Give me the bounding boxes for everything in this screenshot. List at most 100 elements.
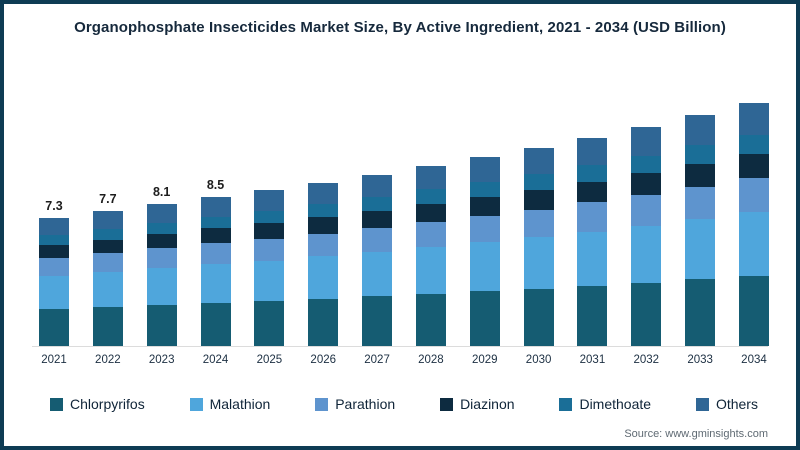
bar-value-label: 7.3 bbox=[45, 199, 63, 213]
source-attribution: Source: www.gminsights.com bbox=[624, 428, 768, 440]
bar-segment-parathion bbox=[200, 243, 231, 265]
legend-swatch-icon bbox=[559, 397, 573, 411]
bar-segment-others bbox=[146, 204, 177, 223]
bar-segment-chlorpyrifos bbox=[469, 291, 500, 346]
x-axis-label-2027: 2027 bbox=[364, 354, 390, 366]
legend-label: Malathion bbox=[209, 396, 271, 412]
legend-item-others: Others bbox=[695, 396, 758, 412]
bar-value-label: 7.7 bbox=[99, 192, 117, 206]
x-axis-label-2032: 2032 bbox=[633, 354, 660, 366]
x-axis-label-2029: 2029 bbox=[471, 354, 498, 366]
x-axis-label-2025: 2025 bbox=[256, 354, 283, 366]
bar-segment-parathion bbox=[362, 227, 393, 252]
bar-segment-dimethoate bbox=[200, 216, 231, 229]
bar-segment-parathion bbox=[39, 257, 69, 276]
bar-2030 bbox=[523, 86, 554, 346]
bar-2026 bbox=[308, 86, 339, 346]
legend-swatch-icon bbox=[695, 397, 709, 411]
x-axis-label-2033: 2033 bbox=[687, 354, 713, 366]
legend-swatch-icon bbox=[189, 397, 203, 411]
bar-segment-dimethoate bbox=[39, 234, 69, 245]
bar-2031 bbox=[577, 86, 608, 346]
x-axis-label-2034: 2034 bbox=[741, 354, 767, 366]
bar-segment-dimethoate bbox=[146, 222, 177, 235]
bar-2023: 8.1 bbox=[146, 86, 177, 346]
bar-segment-parathion bbox=[254, 238, 285, 261]
bar-segment-dimethoate bbox=[685, 144, 716, 164]
bar-segment-chlorpyrifos bbox=[523, 288, 554, 346]
bar-segment-chlorpyrifos bbox=[92, 307, 123, 346]
bar-segment-diazinon bbox=[738, 153, 769, 179]
bar-2028 bbox=[415, 86, 446, 346]
bar-segment-diazinon bbox=[308, 217, 339, 234]
bar-segment-diazinon bbox=[469, 196, 500, 216]
bar-segment-diazinon bbox=[39, 244, 69, 258]
bar-segment-chlorpyrifos bbox=[200, 302, 231, 346]
bar-segment-dimethoate bbox=[469, 181, 500, 197]
bar-2034 bbox=[738, 86, 769, 346]
bar-segment-dimethoate bbox=[308, 204, 339, 218]
bar-segment-others bbox=[738, 102, 769, 135]
bar-segment-malathion bbox=[577, 231, 608, 286]
bar-segment-dimethoate bbox=[362, 196, 393, 211]
bar-2025 bbox=[254, 86, 285, 346]
bar-segment-parathion bbox=[92, 253, 123, 272]
bar-segment-diazinon bbox=[362, 210, 393, 228]
bar-segment-dimethoate bbox=[415, 189, 446, 204]
bar-value-label: 8.5 bbox=[206, 178, 225, 192]
bar-2033 bbox=[685, 86, 716, 346]
bar-segment-diazinon bbox=[92, 239, 123, 254]
legend-swatch-icon bbox=[315, 397, 329, 411]
bar-segment-parathion bbox=[631, 195, 662, 226]
bar-segment-malathion bbox=[469, 242, 500, 292]
legend-swatch-icon bbox=[440, 397, 454, 411]
bar-segment-dimethoate bbox=[738, 134, 769, 154]
bar-segment-chlorpyrifos bbox=[738, 275, 769, 346]
bar-segment-malathion bbox=[39, 275, 69, 309]
chart-title: Organophosphate Insecticides Market Size… bbox=[74, 19, 726, 36]
legend-label: Parathion bbox=[335, 396, 396, 412]
bar-segment-chlorpyrifos bbox=[254, 300, 285, 346]
bar-segment-parathion bbox=[738, 178, 769, 213]
bar-segment-others bbox=[469, 157, 500, 182]
x-axis-labels: 2021 2022 2023 2024 2025 2026 2027 2028 2029 2030… bbox=[39, 354, 769, 366]
legend-item-dimethoate: Dimethoate bbox=[559, 396, 651, 412]
bar-segment-chlorpyrifos bbox=[39, 308, 69, 346]
x-axis-label-2026: 2026 bbox=[310, 354, 337, 366]
bar-segment-others bbox=[92, 211, 123, 229]
x-axis-label-2031: 2031 bbox=[579, 354, 606, 366]
bar-segment-malathion bbox=[254, 260, 285, 301]
bar-segment-dimethoate bbox=[92, 228, 123, 240]
legend-label: Chlorpyrifos bbox=[70, 396, 145, 412]
bar-segment-diazinon bbox=[415, 203, 446, 222]
bar-segment-diazinon bbox=[631, 173, 662, 196]
bar-segment-dimethoate bbox=[631, 155, 662, 174]
x-axis-label-2022: 2022 bbox=[95, 354, 121, 366]
bar-segment-others bbox=[685, 114, 716, 145]
bar-segment-parathion bbox=[685, 186, 716, 219]
bar-segment-chlorpyrifos bbox=[415, 293, 446, 346]
x-axis-label-2024: 2024 bbox=[202, 354, 229, 366]
legend-item-diazinon: Diazinon bbox=[440, 396, 515, 412]
bar-segment-malathion bbox=[685, 219, 716, 279]
bar-segment-dimethoate bbox=[254, 210, 285, 224]
bar-segment-malathion bbox=[200, 264, 231, 303]
bar-segment-malathion bbox=[738, 212, 769, 276]
bar-segment-others bbox=[362, 174, 393, 197]
bar-segment-dimethoate bbox=[577, 164, 608, 182]
bar-segment-others bbox=[200, 197, 231, 217]
bar-segment-chlorpyrifos bbox=[631, 282, 662, 346]
legend-item-parathion: Parathion bbox=[315, 396, 395, 412]
bar-segment-parathion bbox=[577, 202, 608, 232]
bar-segment-malathion bbox=[523, 237, 554, 289]
bar-2029 bbox=[469, 86, 500, 346]
legend-swatch-icon bbox=[50, 397, 63, 411]
legend-item-chlorpyrifos: Chlorpyrifos bbox=[50, 396, 145, 412]
bar-2032 bbox=[631, 86, 662, 346]
x-axis-label-2030: 2030 bbox=[525, 354, 552, 366]
legend-label: Others bbox=[715, 396, 758, 412]
legend-item-malathion: Malathion bbox=[189, 396, 271, 412]
bar-value-label: 8.1 bbox=[152, 185, 171, 199]
bar-segment-diazinon bbox=[577, 181, 608, 203]
